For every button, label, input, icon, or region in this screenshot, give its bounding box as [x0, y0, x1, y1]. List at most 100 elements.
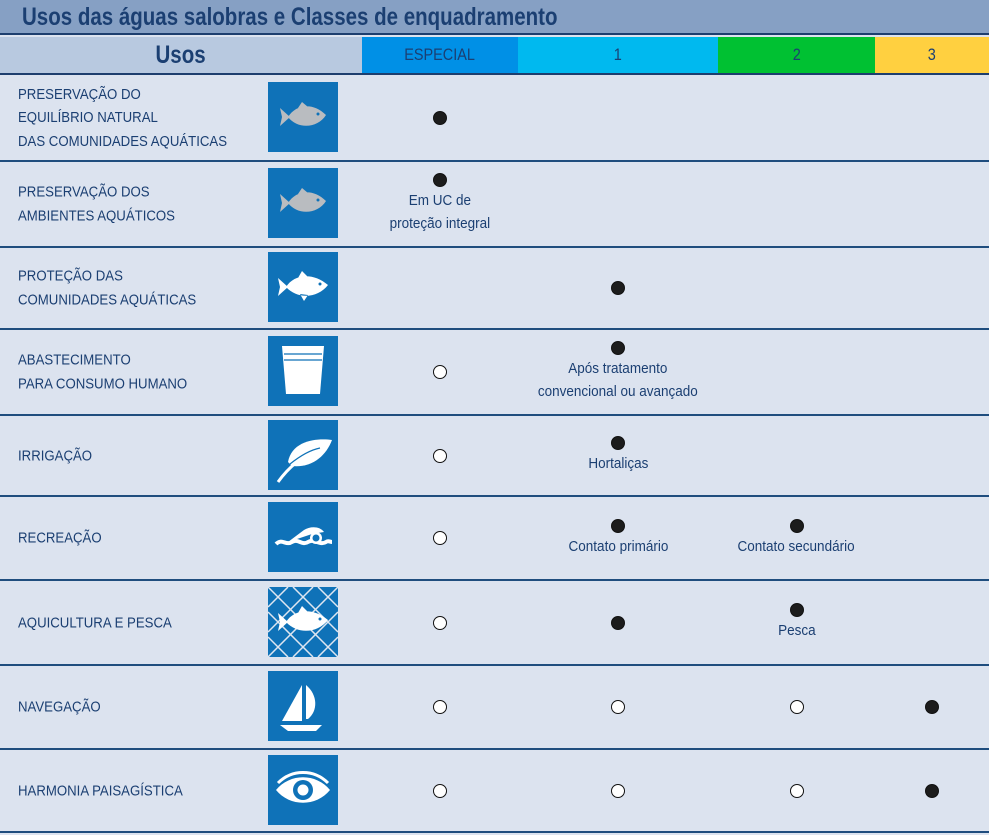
class-cell [718, 750, 875, 831]
empty-circle-icon [611, 700, 625, 714]
filled-circle-icon [925, 783, 939, 798]
fish-gray-icon [268, 81, 338, 152]
class-cell [362, 750, 518, 831]
header-class-label: 2 [792, 45, 801, 64]
class-cell [718, 162, 875, 246]
cup-icon [268, 336, 338, 406]
class-cell: Contato primário [518, 497, 718, 579]
class-cell [362, 330, 518, 414]
cell-note: Contato primário [568, 537, 668, 555]
class-cell [875, 666, 989, 748]
filled-circle-icon [611, 518, 625, 533]
class-cell [875, 581, 989, 664]
empty-circle-icon [433, 448, 447, 463]
empty-circle-icon [789, 783, 804, 798]
class-cell [718, 416, 875, 495]
filled-circle-icon [789, 603, 804, 617]
use-label: PROTEÇÃO DAS COMUNIDADES AQUÁTICAS [18, 267, 197, 309]
class-cell [875, 416, 989, 495]
table-row: NAVEGAÇÃO [0, 666, 989, 750]
class-cell [362, 581, 518, 664]
use-label: ABASTECIMENTO PARA CONSUMO HUMANO [18, 351, 188, 393]
use-label: IRRIGAÇÃO [18, 446, 93, 464]
header-class-label: ESPECIAL [404, 45, 476, 64]
class-cell [718, 248, 875, 328]
table-row: HARMONIA PAISAGÍSTICA [0, 750, 989, 833]
header-class-label: 1 [613, 45, 623, 64]
class-cell: Em UC de proteção integral [362, 162, 518, 246]
sailboat-icon [268, 671, 338, 741]
cell-note: Após tratamento convencional ou avançado [538, 360, 698, 400]
filled-circle-icon [611, 341, 625, 355]
fish-gray-icon [268, 168, 338, 238]
table-row: IRRIGAÇÃO Hortaliças [0, 416, 989, 497]
class-cell [875, 75, 989, 160]
cell-note: Pesca [777, 622, 816, 639]
filled-circle-icon [433, 173, 447, 187]
filled-circle-icon [611, 281, 625, 295]
class-cell [362, 75, 518, 160]
filled-circle-icon [611, 615, 625, 630]
swimmer-icon [268, 502, 338, 572]
header-class-2: 2 [718, 37, 875, 75]
class-cell [362, 416, 518, 495]
class-cell [875, 330, 989, 414]
use-label: AQUICULTURA E PESCA [18, 613, 172, 631]
empty-circle-icon [433, 700, 447, 714]
class-cell: Hortaliças [518, 416, 718, 495]
use-label: PRESERVAÇÃO DOS AMBIENTES AQUÁTICOS [18, 183, 175, 225]
use-label: RECREAÇÃO [18, 529, 102, 547]
class-cell [718, 75, 875, 160]
title-bar: Usos das águas salobras e Classes de enq… [0, 0, 989, 35]
empty-circle-icon [433, 615, 447, 630]
class-cell [518, 666, 718, 748]
table-row: ABASTECIMENTO PARA CONSUMO HUMANO Após t… [0, 330, 989, 416]
cell-note: Em UC de proteção integral [389, 192, 491, 232]
table-row: RECREAÇÃO Contato primário Contato secund… [0, 497, 989, 581]
class-cell: Contato secundário [718, 497, 875, 579]
cell-note: Contato secundário [737, 537, 856, 555]
empty-circle-icon [433, 365, 447, 379]
empty-circle-icon [789, 700, 804, 714]
fish-icon [268, 252, 338, 322]
fish-net-icon [267, 585, 339, 658]
class-cell [518, 248, 718, 328]
eye-icon [268, 754, 338, 825]
header-class-1: 1 [518, 37, 718, 75]
page-title: Usos das águas salobras e Classes de enq… [22, 3, 558, 31]
header-usos-label: Usos [155, 40, 207, 69]
class-cell [875, 162, 989, 246]
filled-circle-icon [925, 700, 939, 714]
class-cell [875, 750, 989, 831]
class-cell [518, 750, 718, 831]
cell-note: Hortaliças [587, 455, 649, 472]
table-row: PROTEÇÃO DAS COMUNIDADES AQUÁTICAS [0, 248, 989, 330]
class-cell [362, 666, 518, 748]
empty-circle-icon [611, 783, 625, 798]
table-row: PRESERVAÇÃO DOS AMBIENTES AQUÁTICOS Em U… [0, 162, 989, 248]
filled-circle-icon [611, 436, 625, 450]
header-class-3: 3 [875, 37, 989, 75]
leaf-icon [268, 419, 338, 490]
use-label: HARMONIA PAISAGÍSTICA [18, 781, 183, 799]
class-cell [718, 330, 875, 414]
filled-circle-icon [433, 110, 447, 125]
class-cell [362, 497, 518, 579]
table-row: PRESERVAÇÃO DO EQUILÍBRIO NATURAL DAS CO… [0, 75, 989, 162]
empty-circle-icon [433, 531, 447, 545]
filled-circle-icon [789, 518, 804, 533]
empty-circle-icon [433, 783, 447, 798]
use-label: PRESERVAÇÃO DO EQUILÍBRIO NATURAL DAS CO… [18, 85, 228, 150]
class-cell [518, 581, 718, 664]
use-label: NAVEGAÇÃO [18, 698, 101, 716]
class-cell [875, 497, 989, 579]
class-cell [362, 248, 518, 328]
class-cell [518, 162, 718, 246]
class-cell [518, 75, 718, 160]
class-cell [718, 666, 875, 748]
class-cell: Pesca [718, 581, 875, 664]
class-cell [875, 248, 989, 328]
header-usos: Usos [0, 37, 362, 75]
table-row: AQUICULTURA E PESCA Pesca [0, 581, 989, 666]
header-class-0: ESPECIAL [362, 37, 518, 75]
